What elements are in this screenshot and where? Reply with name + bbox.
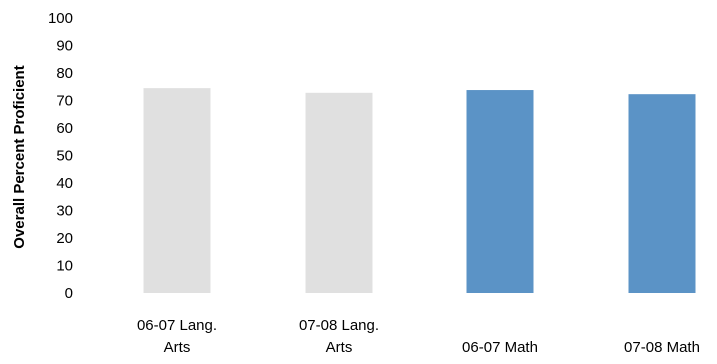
y-axis-ticks: 0 10 20 30 40 50 60 70 80 90 100 (48, 10, 73, 302)
bar (305, 92, 373, 293)
y-tick-label: 10 (56, 258, 73, 275)
x-category-label: 07-08 Lang. Arts (299, 317, 379, 356)
bar (466, 90, 534, 293)
y-axis-title: Overall Percent Proficient (11, 65, 28, 248)
y-tick-label: 30 (56, 203, 73, 220)
x-category-label: 06-07 Math (462, 339, 538, 356)
bars-group (143, 88, 696, 293)
x-axis-labels: 06-07 Lang. Arts 07-08 Lang. Arts 06-07 Math… (137, 317, 700, 356)
y-tick-label: 50 (56, 148, 73, 165)
y-tick-label: 0 (65, 285, 73, 302)
bar (628, 94, 696, 293)
y-tick-label: 40 (56, 175, 73, 192)
y-tick-label: 90 (56, 38, 73, 55)
y-tick-label: 80 (56, 65, 73, 82)
y-tick-label: 20 (56, 230, 73, 247)
x-category-label: 07-08 Math (624, 339, 700, 356)
y-tick-label: 70 (56, 93, 73, 110)
y-tick-label: 60 (56, 120, 73, 137)
bar (143, 88, 211, 293)
y-tick-label: 100 (48, 10, 73, 27)
x-category-label: 06-07 Lang. Arts (137, 317, 217, 356)
